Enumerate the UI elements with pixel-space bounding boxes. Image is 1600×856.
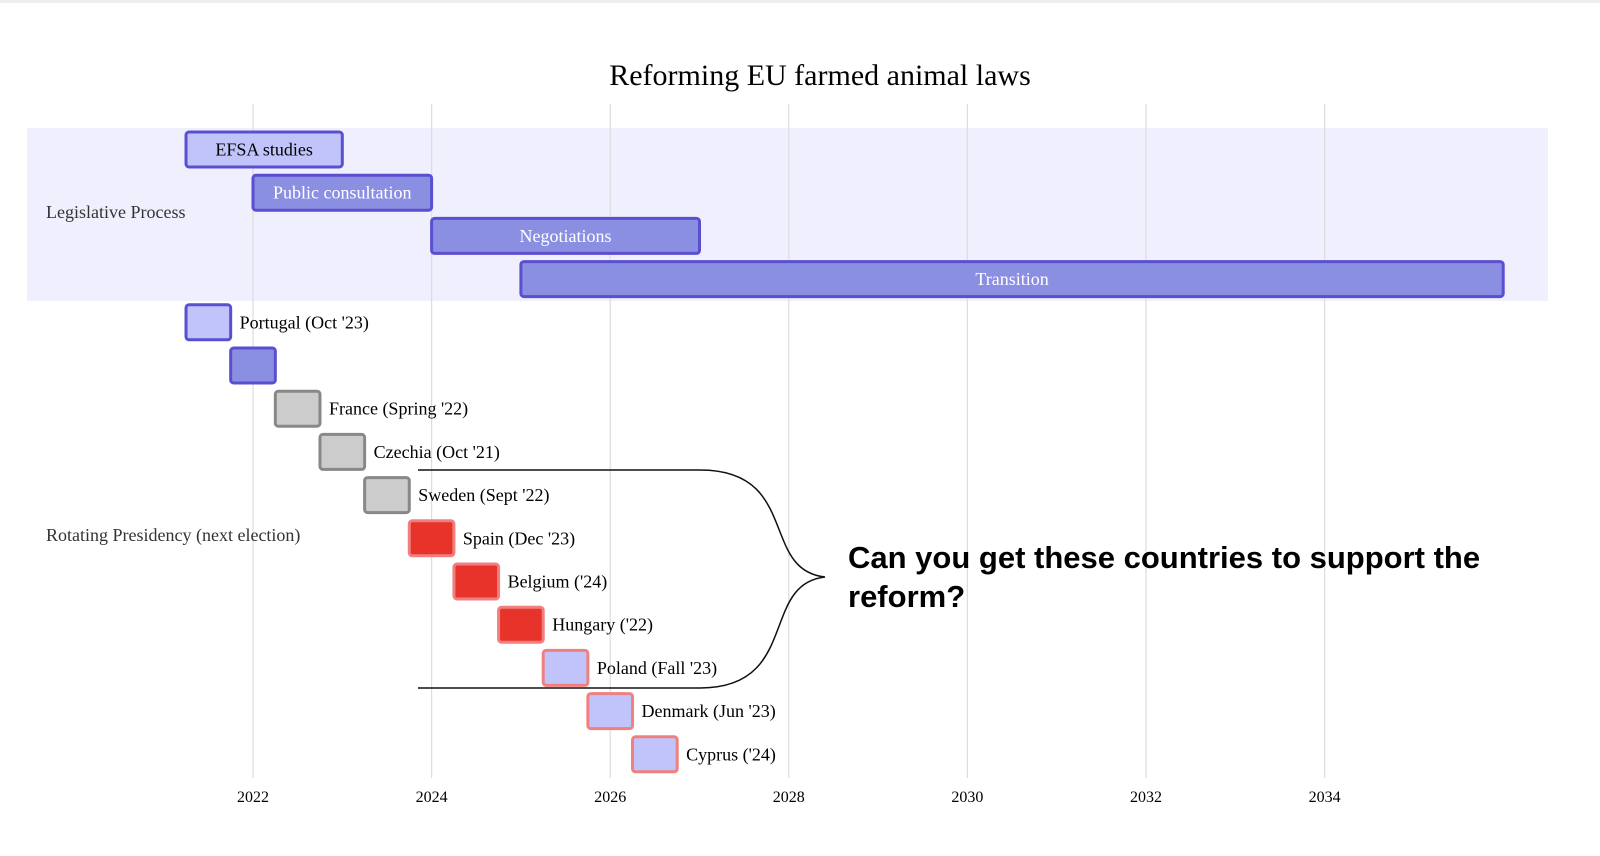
task-bar (318, 432, 367, 471)
task-bar-group: Poland (Fall '23) (541, 648, 717, 687)
x-tick-label: 2024 (416, 789, 448, 806)
task-label: Spain (Dec '23) (463, 528, 575, 549)
x-tick-label: 2022 (237, 789, 269, 806)
task-label: Slovenia (Jun '22) (284, 356, 414, 377)
task-bar (519, 260, 1505, 299)
task-bar (184, 303, 233, 342)
task-bar-group: Negotiations (430, 216, 701, 255)
grid-lines (252, 104, 1326, 778)
chart-title: Reforming EU farmed animal laws (609, 59, 1031, 92)
task-bar (631, 735, 679, 774)
task-bar (430, 216, 701, 255)
task-label: France (Spring '22) (329, 399, 468, 420)
task-bar-group: Czechia (Oct '21) (318, 432, 500, 471)
task-bar (184, 130, 344, 169)
task-label: Hungary ('22) (552, 615, 653, 636)
task-bar-group: Belgium ('24) (452, 562, 608, 601)
task-label: EFSA studies (215, 140, 313, 160)
x-axis-ticks: 2022 2024 2026 2028 2030 2032 2034 (237, 789, 1341, 806)
task-bar-group: Cyprus ('24) (631, 735, 776, 774)
task-bar-group: Spain (Dec '23) (407, 519, 575, 558)
task-bar (273, 389, 322, 428)
task-label: Portugal (Oct '23) (240, 312, 369, 333)
task-label: Sweden (Sept '22) (418, 485, 549, 506)
task-bar-group: Public consultation (251, 173, 434, 212)
x-tick-label: 2030 (951, 789, 983, 806)
task-bar-group: Portugal (Oct '23) (184, 303, 369, 342)
top-border (0, 0, 1600, 3)
curly-brace (418, 469, 826, 689)
task-bar-group: Slovenia (Jun '22) (229, 346, 415, 385)
section-label-legislative-process: Legislative Process (46, 202, 185, 222)
section-label-rotating-presidency: Rotating Presidency (next election) (46, 525, 300, 546)
task-label: Transition (975, 269, 1048, 289)
task-bar (229, 346, 277, 385)
task-label: Negotiations (520, 226, 612, 246)
task-bar (586, 692, 635, 731)
task-label: Denmark (Jun '23) (642, 701, 776, 722)
task-bars: EFSA studies Public consultation Negotiati… (184, 130, 1505, 774)
task-bar (541, 648, 590, 687)
task-bar-group: Sweden (Sept '22) (363, 476, 550, 515)
annotation-callout: Can you get these countries to support t… (848, 540, 1481, 614)
x-tick-label: 2028 (773, 789, 805, 806)
task-label: Czechia (Oct '21) (374, 442, 500, 463)
task-bar-group: EFSA studies (184, 130, 344, 169)
task-bar (251, 173, 434, 212)
task-label: Cyprus ('24) (686, 744, 776, 765)
x-tick-label: 2034 (1309, 789, 1341, 806)
task-bar (452, 562, 501, 601)
task-bar (407, 519, 456, 558)
task-bar (497, 605, 545, 644)
task-bar (363, 476, 411, 515)
task-bar-group: Denmark (Jun '23) (586, 692, 776, 731)
x-tick-label: 2032 (1130, 789, 1162, 806)
task-bar-group: Hungary ('22) (497, 605, 653, 644)
task-bar-group: Transition (519, 260, 1505, 299)
task-label: Poland (Fall '23) (597, 658, 717, 679)
x-tick-label: 2026 (594, 789, 626, 806)
task-bar-group: France (Spring '22) (273, 389, 468, 428)
task-label: Public consultation (273, 183, 412, 203)
task-label: Belgium ('24) (508, 572, 608, 593)
